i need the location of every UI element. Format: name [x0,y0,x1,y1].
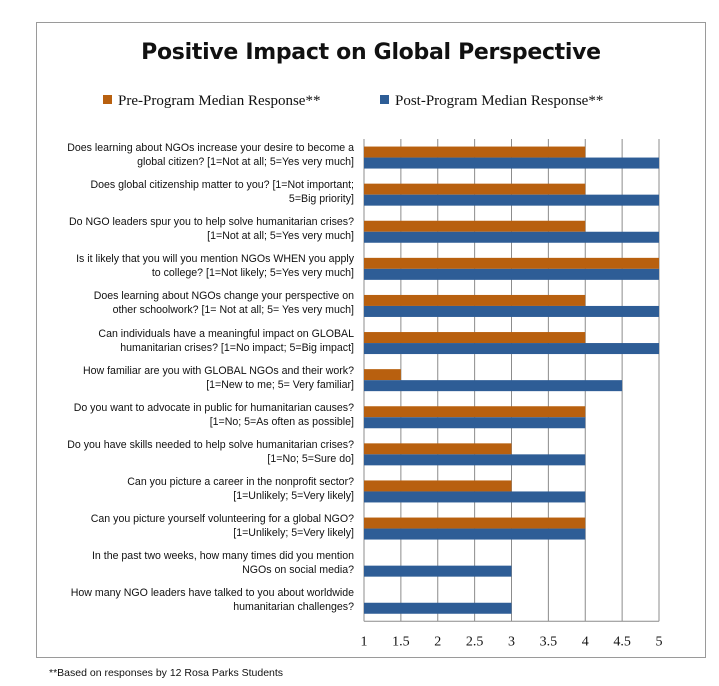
category-label-line2: humanitarian crises? [1=No impact; 5=Big… [120,341,354,354]
bar-post-5 [364,343,659,355]
bar-pre-8 [364,443,512,455]
bar-post-9 [364,491,586,503]
category-label-line1: Do you want to advocate in public for hu… [73,401,354,414]
bar-post-6 [364,380,623,392]
category-label-line2: other schoolwork? [1= Not at all; 5= Yes… [112,304,354,317]
chart-frame [36,22,706,658]
bar-post-11 [364,565,512,577]
x-tick-label: 2 [434,634,441,649]
bar-pre-9 [364,480,512,492]
bar-post-0 [364,157,659,169]
x-tick-label: 1.5 [392,634,410,649]
x-tick-label: 4.5 [613,634,631,649]
legend-item-pre: Pre-Program Median Response** [103,93,320,110]
legend-swatch-pre [103,95,112,104]
category-label-line2: 5=Big priority] [288,193,354,206]
category-label: Do you have skills needed to help solve … [34,438,354,466]
bar-pre-2 [364,220,586,232]
category-label: How familiar are you with GLOBAL NGOs an… [34,364,354,392]
category-label-line1: In the past two weeks, how many times di… [91,550,354,563]
chart-title: Positive Impact on Global Perspective [141,40,601,65]
category-label-line1: Does learning about NGOs change your per… [93,290,354,303]
category-label-line1: Do you have skills needed to help solve … [67,438,354,451]
category-label-line1: Can individuals have a meaningful impact… [98,327,354,340]
category-label-line1: Can you picture a career in the nonprofi… [127,475,354,488]
category-label: Can you picture yourself volunteering fo… [34,512,354,540]
category-label-line1: How many NGO leaders have talked to you … [70,587,354,600]
category-label: Can you picture a career in the nonprofi… [34,475,354,503]
bar-post-4 [364,305,659,317]
footnote: **Based on responses by 12 Rosa Parks St… [49,667,284,679]
category-label-line2: NGOs on social media? [242,564,354,577]
bar-pre-5 [364,332,586,344]
bar-post-1 [364,194,659,206]
category-label: Do NGO leaders spur you to help solve hu… [34,215,354,243]
category-label-line1: Do NGO leaders spur you to help solve hu… [69,216,354,229]
category-label-line1: Is it likely that you will you mention N… [76,253,354,266]
category-label: Can individuals have a meaningful impact… [34,327,354,355]
category-label: Does learning about NGOs change your per… [34,289,354,317]
category-label: Does global citizenship matter to you? [… [34,178,354,206]
category-label: Is it likely that you will you mention N… [34,252,354,280]
category-label-line2: humanitarian challenges? [233,601,354,614]
legend-swatch-post [380,95,389,104]
x-tick-label: 2.5 [466,634,484,649]
bar-pre-1 [364,183,586,195]
bar-pre-10 [364,517,586,529]
legend-label-pre: Pre-Program Median Response** [118,93,321,109]
bar-post-3 [364,268,659,280]
x-tick-label: 4 [582,634,589,649]
category-label-line1: Can you picture yourself volunteering fo… [90,513,354,525]
category-label-line1: How familiar are you with GLOBAL NGOs an… [82,364,354,377]
category-label-line2: [1=No; 5=As often as possible] [209,415,354,428]
x-tick-label: 5 [656,634,663,649]
category-label-line2: [1=New to me; 5= Very familiar] [206,378,354,391]
category-label: Do you want to advocate in public for hu… [34,401,354,429]
x-tick-label: 3 [508,634,515,649]
bar-post-7 [364,417,586,429]
legend-label-post: Post-Program Median Response** [395,93,604,109]
x-tick-label: 3.5 [540,634,558,649]
bar-pre-6 [364,369,401,381]
category-label-line2: [1=No; 5=Sure do] [267,452,354,465]
category-label-line2: global citizen? [1=Not at all; 5=Yes ver… [137,156,354,168]
legend: Pre-Program Median Response** Post-Progr… [0,93,719,113]
category-label-line2: [1=Unlikely; 5=Very likely] [233,489,354,502]
bar-pre-4 [364,294,586,306]
category-label-line1: Does learning about NGOs increase your d… [67,142,354,154]
category-label-line2: [1=Not at all; 5=Yes very much] [207,230,354,243]
x-tick-label: 1 [361,634,368,649]
bar-post-10 [364,528,586,540]
category-label: Does learning about NGOs increase your d… [34,141,354,169]
bar-pre-3 [364,257,659,269]
bar-pre-7 [364,406,586,418]
legend-item-post: Post-Program Median Response** [380,93,603,110]
bar-pre-0 [364,146,586,158]
category-label-line2: to college? [1=Not likely; 5=Yes very mu… [151,267,354,280]
category-label: In the past two weeks, how many times di… [34,549,354,577]
category-label-line1: Does global citizenship matter to you? [… [90,179,354,192]
category-label-line2: [1=Unlikely; 5=Very likely] [233,527,354,539]
bar-post-12 [364,602,512,614]
category-label: How many NGO leaders have talked to you … [34,586,354,614]
bar-post-2 [364,231,659,243]
bar-post-8 [364,454,586,466]
